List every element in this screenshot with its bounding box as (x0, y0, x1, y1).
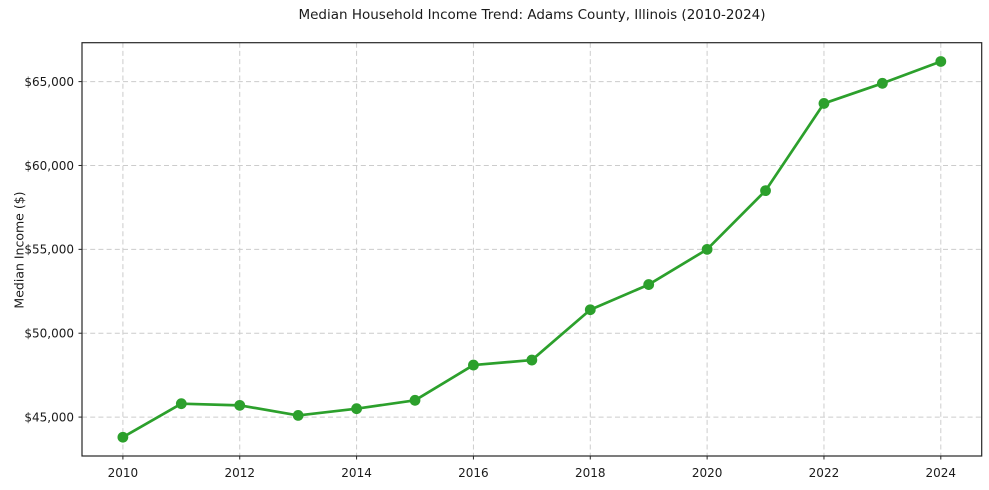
data-point-marker (876, 77, 888, 89)
x-tick-label: 2016 (458, 466, 489, 480)
y-tick-label: $50,000 (24, 327, 74, 341)
data-point-marker (351, 403, 362, 415)
y-tick-label: $55,000 (24, 243, 74, 257)
x-tick-label: 2014 (341, 466, 372, 480)
x-tick-label: 2012 (224, 466, 255, 480)
x-tick-label: 2024 (926, 466, 957, 480)
data-point-marker (584, 304, 596, 316)
x-tick-label: 2010 (108, 466, 139, 480)
data-point-marker (175, 398, 187, 410)
y-tick-label: $60,000 (24, 159, 74, 173)
x-tick-label: 2022 (809, 466, 840, 480)
data-point-marker (117, 431, 129, 443)
data-point-marker (935, 56, 947, 67)
chart-title: Median Household Income Trend: Adams Cou… (298, 7, 766, 23)
y-tick-label: $65,000 (24, 75, 74, 89)
x-tick-label: 2018 (575, 466, 606, 480)
data-point-marker (818, 98, 830, 109)
x-tick-label: 2020 (692, 466, 723, 480)
data-point-marker (760, 185, 771, 197)
data-point-marker (643, 279, 655, 290)
data-point-marker (526, 354, 538, 366)
data-point-marker (292, 410, 304, 421)
data-point-marker (409, 394, 421, 406)
data-point-marker (468, 359, 479, 371)
data-point-marker (701, 243, 713, 255)
series-line (121, 60, 943, 439)
y-tick-label: $45,000 (24, 410, 74, 424)
data-point-marker (234, 399, 246, 411)
